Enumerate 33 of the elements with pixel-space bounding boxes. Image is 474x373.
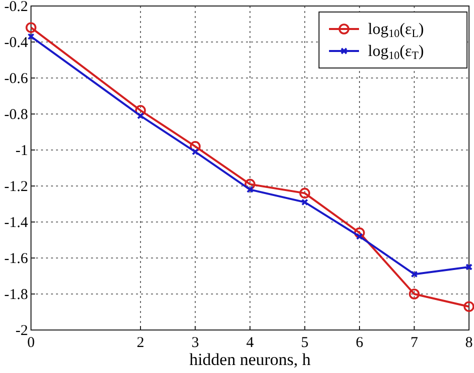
- y-tick-label: -1.6: [4, 251, 28, 267]
- point: [244, 178, 256, 190]
- x-tick-label: 2: [136, 335, 144, 351]
- x-axis-title: hidden neurons, h: [189, 350, 312, 369]
- legend-label: log$_{10}$(ε$_{L}$): [368, 21, 424, 40]
- x-tick-label: 0: [27, 335, 35, 351]
- legend-label: log$_{10}$(ε$_{T}$): [368, 43, 424, 62]
- point: [299, 188, 310, 199]
- point: [137, 112, 144, 120]
- y-tick-label: -0.8: [4, 107, 28, 123]
- x-tick-label: 4: [246, 335, 254, 351]
- y-tick-label: -0.2: [4, 0, 28, 15]
- y-tick-label: -1.4: [4, 215, 28, 231]
- point: [26, 22, 36, 33]
- y-tick-label: -1: [16, 143, 28, 159]
- x-tick-label: 8: [465, 335, 473, 351]
- point: [408, 288, 420, 300]
- point: [301, 198, 308, 206]
- x-tick-label: 7: [410, 335, 418, 351]
- point: [410, 270, 418, 278]
- point: [354, 227, 365, 238]
- y-tick-label: -2: [16, 323, 28, 339]
- point: [246, 186, 254, 194]
- y-tick-label: -1.8: [4, 287, 28, 303]
- x-tick-label: 6: [356, 335, 364, 351]
- y-tick-label: -1.2: [4, 179, 28, 195]
- x-tick-label: 3: [192, 335, 199, 351]
- point: [464, 301, 474, 312]
- point: [192, 148, 199, 156]
- point: [190, 141, 201, 152]
- x-tick-label: 5: [301, 335, 308, 351]
- y-tick-label: -0.6: [4, 71, 28, 87]
- y-tick-label: -0.4: [4, 35, 28, 51]
